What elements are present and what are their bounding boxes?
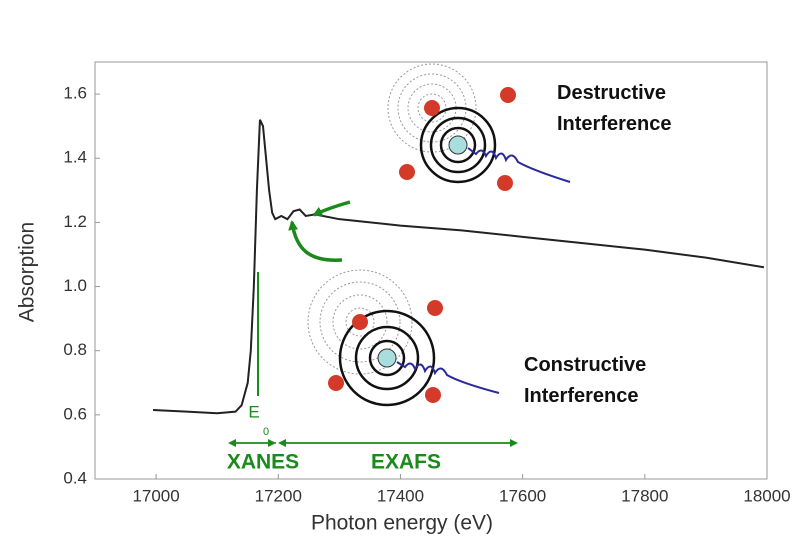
edge-subscript: 0: [263, 426, 269, 438]
spectrum-line: [152, 119, 765, 415]
marks: 0.4 0.6 0.8 1.0 1.2 1.4 1.6 17000 17200 17400 1760…: [63, 84, 790, 506]
green-arrow: [288, 220, 343, 262]
plot-frame: [94, 61, 768, 480]
xanes-label: XANES: [227, 451, 299, 474]
green-arrow: [312, 200, 351, 217]
x-axis-label: Photon energy (eV): [311, 512, 493, 535]
destructive-label: Destructive Interference: [557, 82, 672, 135]
y-tick-label: 0.4: [63, 468, 87, 487]
constructive-diagram: [307, 269, 500, 407]
y-tick-label: 1.6: [63, 84, 87, 103]
constructive-label: Constructive Interference: [524, 354, 647, 407]
x-tick-label: 17600: [499, 486, 546, 505]
x-tick-label: 17200: [255, 486, 302, 505]
x-tick-label: 18000: [743, 486, 790, 505]
x-tick-label: 17800: [621, 486, 668, 505]
y-tick-label: 0.6: [63, 404, 87, 423]
y-tick-label: 1.4: [63, 148, 87, 167]
y-tick-label: 1.0: [63, 276, 87, 295]
destructive-diagram: [387, 63, 571, 191]
edge-label: E: [248, 402, 259, 421]
exafs-label: EXAFS: [371, 451, 441, 474]
x-tick-label: 17000: [132, 486, 179, 505]
y-tick-label: 1.2: [63, 212, 87, 231]
x-tick-label: 17400: [377, 486, 424, 505]
y-axis-label: Absorption: [16, 222, 39, 322]
y-tick-label: 0.8: [63, 340, 87, 359]
